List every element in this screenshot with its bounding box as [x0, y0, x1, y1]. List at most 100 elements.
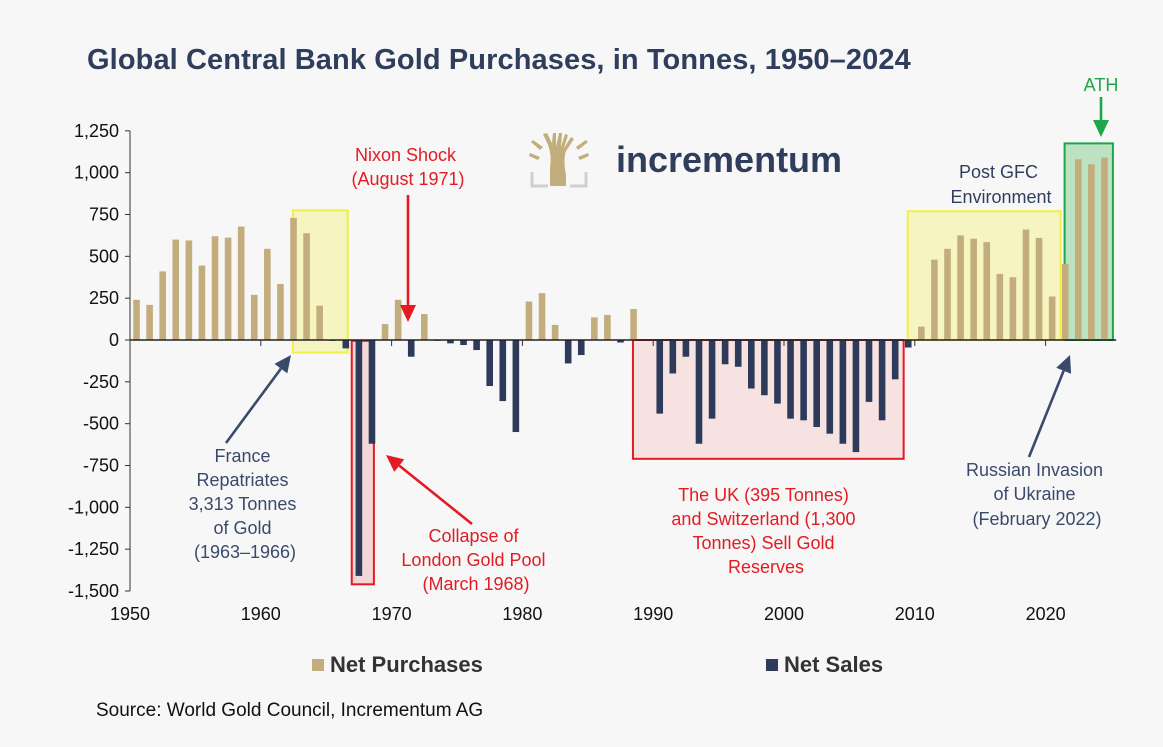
- bar-1966: [342, 340, 350, 349]
- y-tick-label: 750: [89, 205, 119, 225]
- x-tick-label: 1970: [372, 604, 412, 624]
- y-tick-label: -500: [83, 414, 119, 434]
- bar-1958: [237, 226, 245, 340]
- russia-arrow-head: [1056, 355, 1072, 374]
- x-tick-label: 2010: [895, 604, 935, 624]
- post-gfc-line-1: Post GFC: [959, 162, 1038, 182]
- bar-1969: [381, 324, 389, 340]
- bar-2010: [918, 326, 925, 340]
- bar-1996: [734, 340, 742, 367]
- london-arrow: [386, 455, 473, 526]
- bar-1978: [499, 340, 507, 402]
- russia-arrow: [1027, 355, 1072, 458]
- bar-2024: [1101, 157, 1108, 340]
- bar-1977: [486, 340, 493, 387]
- bar-1950: [133, 299, 140, 340]
- arrows-layer: [224, 97, 1109, 526]
- ticks-layer: 1,250 1,000 750 500 250 0 -250 -500 -750 -1,000 -1…: [68, 121, 1066, 624]
- bar-2018: [1022, 229, 1030, 340]
- bar-1986: [604, 314, 611, 340]
- uk-swiss-line-2: and Switzerland (1,300: [671, 509, 855, 529]
- bar-1961: [277, 283, 284, 340]
- y-tick-label: 250: [89, 288, 119, 308]
- bar-1967: [355, 340, 363, 576]
- post-gfc-line-2: Environment: [950, 187, 1051, 207]
- bar-1997: [748, 340, 755, 389]
- bar-1962: [290, 217, 297, 340]
- bar-1998: [761, 340, 768, 396]
- logo-frame-left: [530, 172, 548, 188]
- bar-2015: [983, 242, 991, 340]
- london-arrow-head: [386, 455, 405, 472]
- bars-layer: [133, 157, 1108, 576]
- bar-1968: [368, 340, 376, 444]
- bar-1990: [656, 340, 664, 414]
- ath-arrow: [1093, 97, 1109, 137]
- bar-1981: [538, 293, 546, 340]
- bar-1959: [250, 294, 258, 340]
- post-gfc-note: Post GFC Environment: [950, 162, 1051, 207]
- legend-net-sales: Net Sales: [766, 652, 883, 678]
- bar-1970: [394, 299, 402, 340]
- bar-2006: [865, 340, 873, 402]
- y-tick-label: 1,250: [74, 121, 119, 141]
- legend-label-purchases: Net Purchases: [330, 652, 483, 677]
- bar-2012: [944, 248, 951, 340]
- bar-2003: [826, 340, 834, 434]
- bar-2013: [957, 235, 964, 340]
- france-line-4: of Gold: [213, 518, 271, 538]
- uk-swiss-note: The UK (395 Tonnes) and Switzerland (1,3…: [671, 485, 860, 577]
- bar-1976: [473, 340, 480, 351]
- bar-2000: [787, 340, 794, 419]
- bar-1953: [172, 239, 180, 340]
- nixon-line-2: (August 1971): [351, 169, 464, 189]
- russia-arrow-shaft: [1027, 370, 1065, 458]
- logo-frame-right: [570, 172, 588, 188]
- y-tick-label: -1,250: [68, 539, 119, 559]
- x-tick-label: 1980: [502, 604, 542, 624]
- london-line-2: London Gold Pool: [401, 550, 545, 570]
- legend-swatch-purchases: [312, 659, 324, 671]
- legend-label-sales: Net Sales: [784, 652, 884, 677]
- bar-1994: [708, 340, 716, 419]
- nixon-shock-note: Nixon Shock (August 1971): [351, 145, 464, 189]
- source-note: Source: World Gold Council, Incrementum …: [96, 700, 484, 721]
- bar-1955: [198, 265, 206, 340]
- france-line-1: France: [214, 446, 270, 466]
- bar-2017: [1009, 277, 1017, 340]
- bar-2021: [1061, 263, 1069, 340]
- bar-2022: [1075, 159, 1082, 340]
- y-tick-label: 0: [109, 330, 119, 350]
- uk-swiss-line-3: Tonnes) Sell Gold: [692, 533, 834, 553]
- russia-line-2: of Ukraine: [993, 484, 1075, 504]
- bar-1971: [407, 340, 415, 357]
- bar-1983: [564, 340, 572, 364]
- bar-2007: [878, 340, 886, 421]
- bar-2011: [931, 259, 938, 340]
- france-line-2: Repatriates: [196, 470, 288, 490]
- london-line-1: Collapse of: [428, 526, 519, 546]
- bar-1982: [551, 324, 559, 340]
- axes-layer: [129, 130, 1117, 591]
- y-tick-label: -1,500: [68, 581, 119, 601]
- bar-1975: [460, 340, 467, 346]
- x-tick-label: 1950: [110, 604, 150, 624]
- bar-2023: [1088, 164, 1095, 340]
- france-note: France Repatriates 3,313 Tonnes of Gold …: [189, 446, 302, 562]
- uk-swiss-line-1: The UK (395 Tonnes): [678, 485, 849, 505]
- france-arrow-shaft: [224, 367, 282, 444]
- bar-2020: [1048, 296, 1056, 340]
- x-tick-label: 1960: [241, 604, 281, 624]
- bar-1952: [159, 271, 166, 340]
- uk-swiss-line-4: Reserves: [728, 557, 804, 577]
- brand-logo: incrementum: [529, 133, 842, 188]
- bar-2019: [1035, 237, 1043, 340]
- y-tick-label: -250: [83, 372, 119, 392]
- bar-1979: [512, 340, 520, 433]
- bar-1984: [577, 340, 585, 356]
- brand-wordmark: incrementum: [616, 139, 842, 180]
- bar-1987: [617, 340, 624, 343]
- bar-1974: [447, 340, 454, 344]
- x-tick-label: 1990: [633, 604, 673, 624]
